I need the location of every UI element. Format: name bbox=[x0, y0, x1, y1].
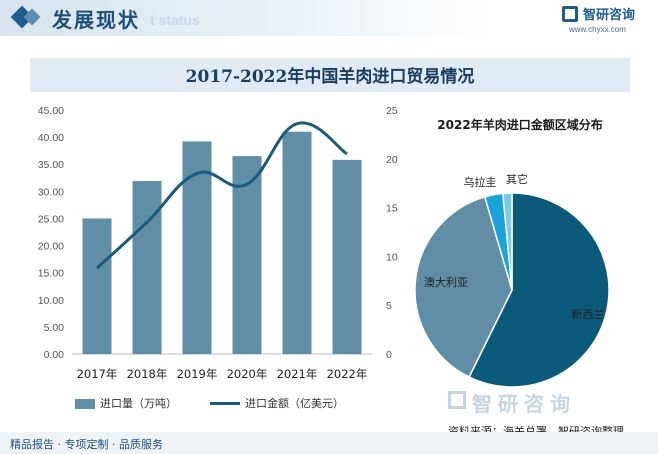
legend-bar-swatch bbox=[75, 399, 95, 409]
section-title: 发展现状 bbox=[52, 8, 140, 32]
header-watermark: t status bbox=[150, 12, 200, 28]
pie-slice bbox=[468, 192, 610, 388]
left-tick-label: 30.00 bbox=[38, 186, 64, 198]
pie-slice bbox=[414, 195, 513, 379]
legend-line-swatch bbox=[210, 402, 240, 405]
left-tick-label: 5.00 bbox=[44, 322, 65, 334]
left-tick-label: 40.00 bbox=[38, 132, 64, 144]
footer-bar bbox=[0, 432, 658, 454]
brand-url: www.chyxx.com bbox=[569, 25, 626, 34]
right-tick-label: 20 bbox=[386, 154, 398, 166]
left-tick-label: 35.00 bbox=[38, 159, 64, 171]
left-tick-label: 45.00 bbox=[38, 105, 64, 117]
bar bbox=[132, 181, 162, 354]
pie-slice-label: 澳大利亚 bbox=[424, 275, 468, 289]
x-tick-label: 2021年 bbox=[277, 367, 318, 381]
pie-slice bbox=[502, 192, 513, 291]
pie-slice-label: 乌拉圭 bbox=[464, 175, 497, 189]
x-tick-label: 2018年 bbox=[127, 367, 168, 381]
x-axis-labels: 2017年 2018年 2019年 2020年 2021年 2022年 bbox=[77, 367, 368, 381]
bar bbox=[82, 218, 112, 354]
pie-slice-label: 其它 bbox=[506, 172, 528, 186]
x-tick-label: 2022年 bbox=[327, 367, 368, 381]
x-tick-label: 2020年 bbox=[227, 367, 268, 381]
pie-slice-label: 新西兰 bbox=[572, 307, 605, 321]
header-bar bbox=[0, 0, 658, 36]
right-tick-label: 0 bbox=[386, 349, 392, 361]
pie-labels: 新西兰 澳大利亚 乌拉圭 其它 bbox=[424, 172, 605, 321]
watermark-logo-icon bbox=[448, 391, 466, 409]
chart-title: 2017-2022年中国羊肉进口贸易情况 bbox=[185, 67, 475, 87]
x-tick-label: 2017年 bbox=[77, 367, 118, 381]
legend-line-label: 进口金额（亿美元） bbox=[245, 397, 344, 410]
x-tick-label: 2019年 bbox=[177, 367, 218, 381]
pie-chart bbox=[414, 192, 610, 388]
left-tick-label: 25.00 bbox=[38, 213, 64, 225]
right-tick-label: 15 bbox=[386, 203, 398, 215]
left-tick-label: 0.00 bbox=[44, 349, 65, 361]
left-axis: 0.00 5.00 10.00 15.00 20.00 25.00 30.00 35.00 40… bbox=[38, 105, 64, 361]
left-tick-label: 15.00 bbox=[38, 268, 64, 280]
brand-logo-icon bbox=[562, 6, 578, 22]
left-tick-label: 10.00 bbox=[38, 295, 64, 307]
right-tick-label: 25 bbox=[386, 105, 398, 117]
line-series bbox=[95, 121, 348, 270]
left-tick-label: 20.00 bbox=[38, 241, 64, 253]
pie-chart-title: 2022年羊肉进口金额区域分布 bbox=[437, 118, 603, 132]
bar bbox=[282, 131, 312, 354]
right-tick-label: 10 bbox=[386, 251, 398, 263]
brand-name: 智研咨询 bbox=[583, 8, 636, 23]
footer-text: 精品报告 · 专项定制 · 品质服务 bbox=[10, 438, 163, 451]
bar bbox=[232, 156, 262, 354]
watermark-text: 智研咨询 bbox=[472, 392, 576, 416]
bar bbox=[332, 159, 362, 354]
legend-bar-label: 进口量（万吨） bbox=[100, 397, 177, 410]
chart-title-band bbox=[30, 58, 630, 92]
right-tick-label: 5 bbox=[386, 300, 392, 312]
right-axis: 0 5 10 15 20 25 bbox=[386, 105, 398, 361]
